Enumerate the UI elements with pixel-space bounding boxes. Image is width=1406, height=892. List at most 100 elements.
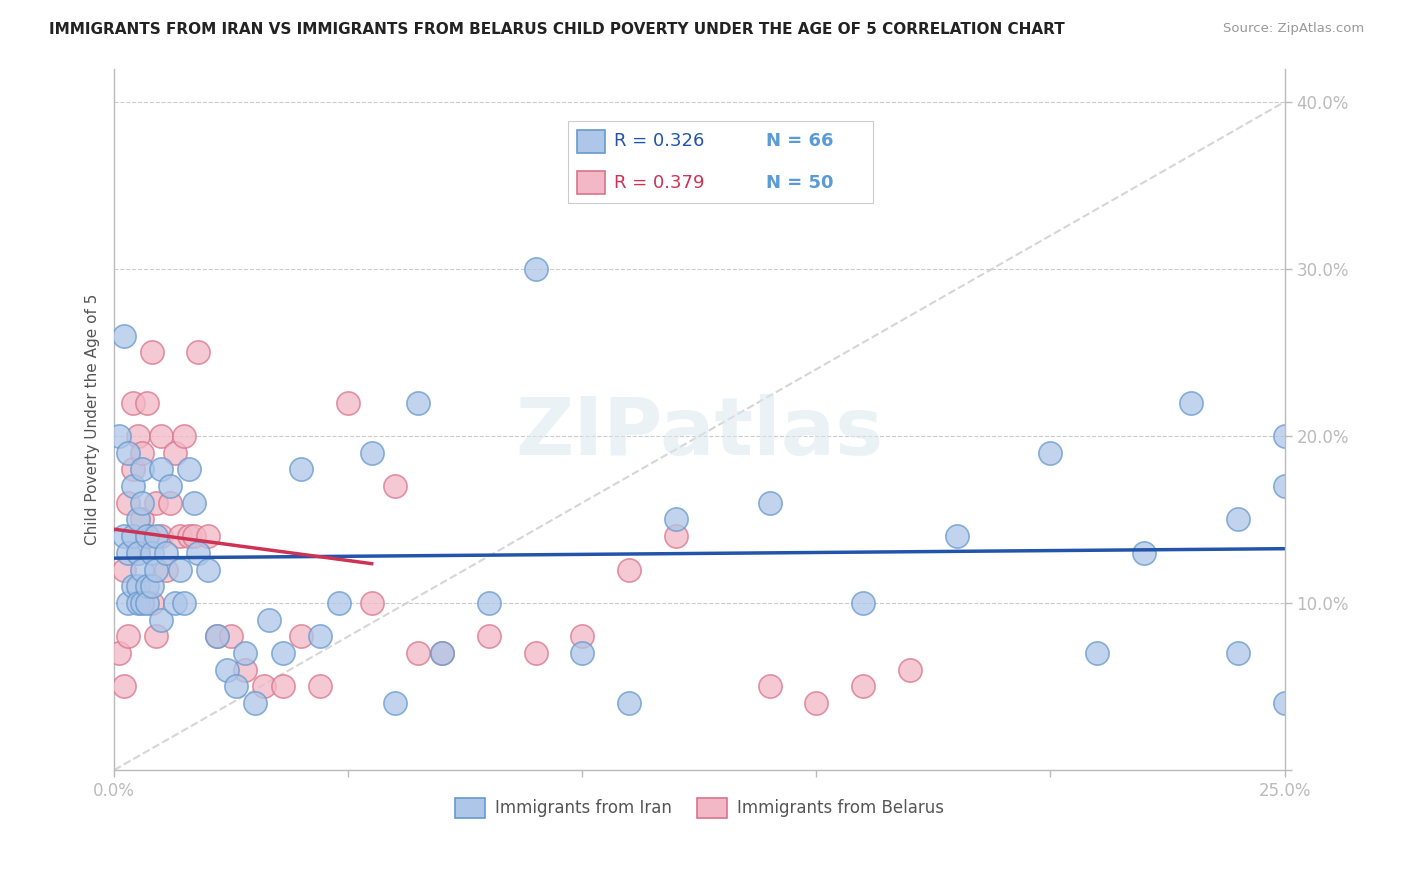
Point (169, 563, 191, 577)
Point (117, 496, 139, 510)
Y-axis label: Child Poverty Under the Age of 5: Child Poverty Under the Age of 5 (86, 293, 100, 545)
Point (758, 680, 780, 694)
Point (122, 395, 145, 409)
Point (197, 529, 219, 543)
Point (141, 579, 163, 593)
Point (524, 262, 547, 277)
Point (758, 496, 780, 510)
FancyBboxPatch shape (568, 120, 873, 203)
Point (183, 529, 205, 543)
Text: R = 0.326: R = 0.326 (614, 132, 704, 151)
Point (253, 680, 276, 694)
Point (360, 596, 382, 610)
Point (150, 429, 173, 443)
Point (215, 663, 238, 677)
Point (711, 161, 734, 176)
Point (131, 445, 153, 459)
Point (117, 546, 139, 560)
Point (122, 479, 145, 493)
Point (271, 646, 294, 660)
Point (173, 429, 195, 443)
Point (141, 546, 163, 560)
Point (159, 479, 181, 493)
Point (205, 629, 228, 643)
Point (187, 345, 209, 359)
Point (852, 596, 875, 610)
Point (1180, 395, 1202, 409)
Point (665, 529, 688, 543)
Point (1274, 696, 1296, 710)
Point (197, 563, 219, 577)
Point (257, 613, 280, 627)
Point (233, 663, 256, 677)
Point (136, 395, 159, 409)
Point (946, 529, 969, 543)
Point (145, 563, 167, 577)
Point (150, 529, 173, 543)
Point (117, 445, 139, 459)
Text: Source: ZipAtlas.com: Source: ZipAtlas.com (1223, 22, 1364, 36)
Point (309, 629, 332, 643)
Point (131, 496, 153, 510)
Point (127, 429, 149, 443)
Point (408, 395, 430, 409)
Point (384, 696, 406, 710)
FancyBboxPatch shape (578, 130, 605, 153)
Point (173, 596, 195, 610)
Point (1274, 479, 1296, 493)
Point (127, 546, 149, 560)
Point (159, 496, 181, 510)
Point (127, 512, 149, 526)
Point (163, 596, 186, 610)
Point (122, 579, 145, 593)
Point (665, 512, 688, 526)
Text: ZIPatlas: ZIPatlas (515, 394, 883, 472)
Point (233, 646, 256, 660)
Point (360, 445, 382, 459)
Point (131, 563, 153, 577)
Point (205, 629, 228, 643)
Point (271, 680, 294, 694)
Text: IMMIGRANTS FROM IRAN VS IMMIGRANTS FROM BELARUS CHILD POVERTY UNDER THE AGE OF 5: IMMIGRANTS FROM IRAN VS IMMIGRANTS FROM … (49, 22, 1064, 37)
Point (177, 529, 200, 543)
Point (127, 596, 149, 610)
Point (169, 529, 191, 543)
Point (145, 529, 167, 543)
Point (1133, 546, 1156, 560)
Point (136, 579, 159, 593)
Point (131, 596, 153, 610)
Point (136, 529, 159, 543)
Point (430, 646, 453, 660)
FancyBboxPatch shape (578, 171, 605, 194)
Point (131, 512, 153, 526)
Point (225, 680, 247, 694)
Point (430, 646, 453, 660)
Point (571, 629, 593, 643)
Point (145, 629, 167, 643)
Point (112, 529, 135, 543)
Point (108, 429, 131, 443)
Point (524, 646, 547, 660)
Point (150, 462, 173, 476)
Point (127, 546, 149, 560)
Point (309, 680, 332, 694)
Point (898, 663, 921, 677)
Point (1039, 445, 1062, 459)
Point (1085, 646, 1108, 660)
Point (290, 629, 312, 643)
Point (852, 680, 875, 694)
Point (408, 646, 430, 660)
Point (806, 696, 828, 710)
Point (384, 479, 406, 493)
Point (183, 496, 205, 510)
Point (328, 596, 350, 610)
Point (571, 646, 593, 660)
Point (117, 629, 139, 643)
Point (141, 596, 163, 610)
Text: N = 50: N = 50 (766, 174, 834, 192)
Point (1226, 512, 1249, 526)
Point (112, 328, 135, 343)
Point (112, 563, 135, 577)
Point (145, 496, 167, 510)
Point (337, 395, 360, 409)
